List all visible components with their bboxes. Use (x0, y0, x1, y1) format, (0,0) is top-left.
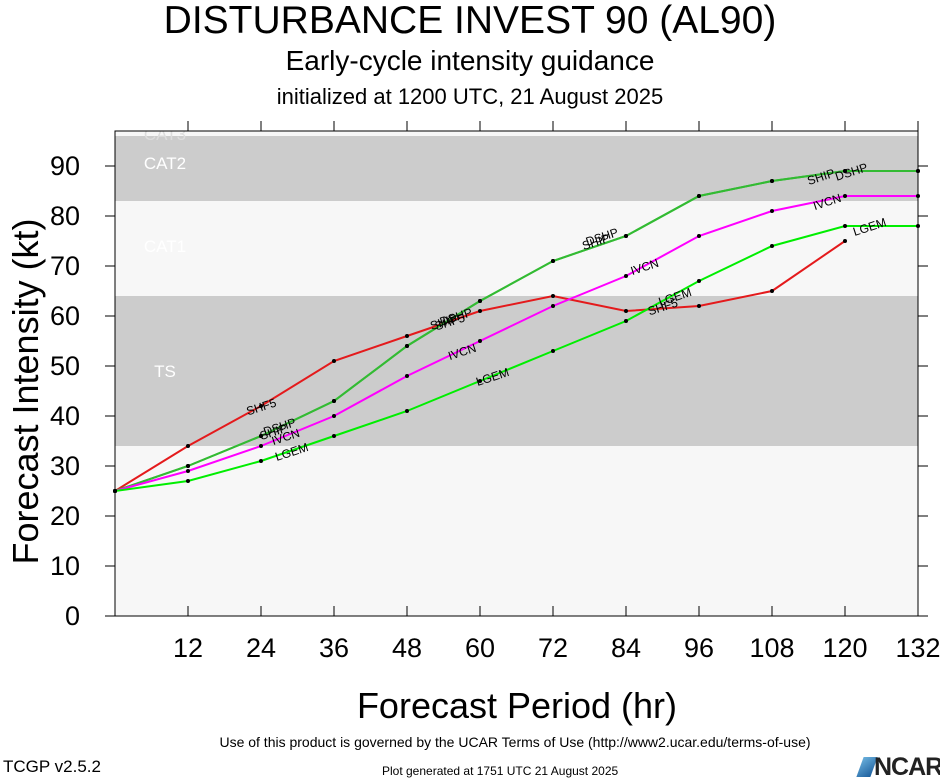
point-ivcn-108 (770, 209, 774, 213)
point-shf5-24 (259, 404, 263, 408)
point-ivcn-60 (478, 339, 482, 343)
point-ivcn-84 (624, 274, 628, 278)
x-tick-label-96: 96 (684, 633, 714, 663)
point-shf5-48 (405, 334, 409, 338)
point-lgem-48 (405, 409, 409, 413)
x-tick-label-60: 60 (465, 633, 495, 663)
point-ship-36 (332, 399, 336, 403)
x-tick-label-12: 12 (173, 633, 203, 663)
point-lgem-12 (186, 479, 190, 483)
series-line-ivcn (115, 195, 918, 492)
x-axis-label: Forecast Period (hr) (357, 685, 677, 726)
y-tick-label-60: 60 (50, 301, 80, 331)
point-lgem-132 (916, 224, 920, 228)
plot-frame (114, 130, 919, 617)
ncar-logo-text: NCAR (874, 753, 940, 781)
band-ts (115, 296, 918, 446)
x-tick-label-36: 36 (319, 633, 349, 663)
point-lgem-108 (770, 244, 774, 248)
band-label-cat1: CAT1 (144, 237, 186, 256)
point-ship-84 (624, 234, 628, 238)
point-ship-120 (843, 169, 847, 173)
point-ivcn-72 (551, 304, 555, 308)
point-lgem-60 (478, 379, 482, 383)
y-tick-label-30: 30 (50, 451, 80, 481)
point-lgem-72 (551, 349, 555, 353)
y-tick-label-0: 0 (65, 601, 80, 631)
chart-title: DISTURBANCE INVEST 90 (AL90) (163, 0, 777, 42)
x-tick-label-72: 72 (538, 633, 568, 663)
point-ship-72 (551, 259, 555, 263)
chart-subtitle: Early-cycle intensity guidance (285, 45, 655, 76)
point-ship-132 (916, 169, 920, 173)
point-lgem-0 (113, 489, 117, 493)
x-tick-label-108: 108 (749, 633, 794, 663)
y-tick-label-90: 90 (50, 151, 80, 181)
y-tick-label-80: 80 (50, 201, 80, 231)
point-lgem-24 (259, 459, 263, 463)
point-ivcn-48 (405, 374, 409, 378)
point-ship-48 (405, 344, 409, 348)
band-cat2 (115, 136, 918, 201)
point-ivcn-132 (916, 194, 920, 198)
y-tick-label-50: 50 (50, 351, 80, 381)
point-shf5-108 (770, 289, 774, 293)
point-shf5-96 (697, 304, 701, 308)
point-shf5-36 (332, 359, 336, 363)
point-ivcn-96 (697, 234, 701, 238)
y-tick-label-70: 70 (50, 251, 80, 281)
band-label-ts: TS (154, 362, 176, 381)
point-ivcn-12 (186, 469, 190, 473)
x-tick-label-84: 84 (611, 633, 641, 663)
point-shf5-12 (186, 444, 190, 448)
x-tick-label-120: 120 (822, 633, 867, 663)
series-line-ship (115, 170, 918, 492)
point-lgem-96 (697, 279, 701, 283)
point-ivcn-24 (259, 444, 263, 448)
point-lgem-120 (843, 224, 847, 228)
point-ship-24 (259, 434, 263, 438)
band-top-fill (115, 131, 918, 136)
point-shf5-60 (478, 309, 482, 313)
x-tick-label-24: 24 (246, 633, 276, 663)
point-shf5-72 (551, 294, 555, 298)
point-lgem-84 (624, 319, 628, 323)
band-label-cat3: CAT3 (144, 125, 186, 144)
band-label-cat2: CAT2 (144, 154, 186, 173)
x-tick-label-48: 48 (392, 633, 422, 663)
y-axis-label: Forecast Intensity (kt) (5, 218, 46, 564)
point-ship-96 (697, 194, 701, 198)
intensity-bands (115, 131, 918, 446)
point-shf5-120 (843, 239, 847, 243)
y-tick-label-20: 20 (50, 501, 80, 531)
band-cat3 (115, 131, 918, 136)
y-tick-label-40: 40 (50, 401, 80, 431)
point-shf5-84 (624, 309, 628, 313)
generated-time: Plot generated at 1751 UTC 21 August 202… (382, 764, 619, 778)
point-lgem-36 (332, 434, 336, 438)
version-label: TCGP v2.5.2 (3, 757, 101, 776)
y-tick-label-10: 10 (50, 551, 80, 581)
point-ship-12 (186, 464, 190, 468)
x-tick-label-132: 132 (895, 633, 940, 663)
ncar-logo: NCAR (856, 753, 940, 781)
point-ivcn-36 (332, 414, 336, 418)
point-ship-60 (478, 299, 482, 303)
point-ship-108 (770, 179, 774, 183)
init-time: initialized at 1200 UTC, 21 August 2025 (276, 84, 664, 109)
terms-of-use-text: Use of this product is governed by the U… (219, 734, 811, 750)
series-line-lgem (115, 225, 918, 492)
point-ivcn-120 (843, 194, 847, 198)
